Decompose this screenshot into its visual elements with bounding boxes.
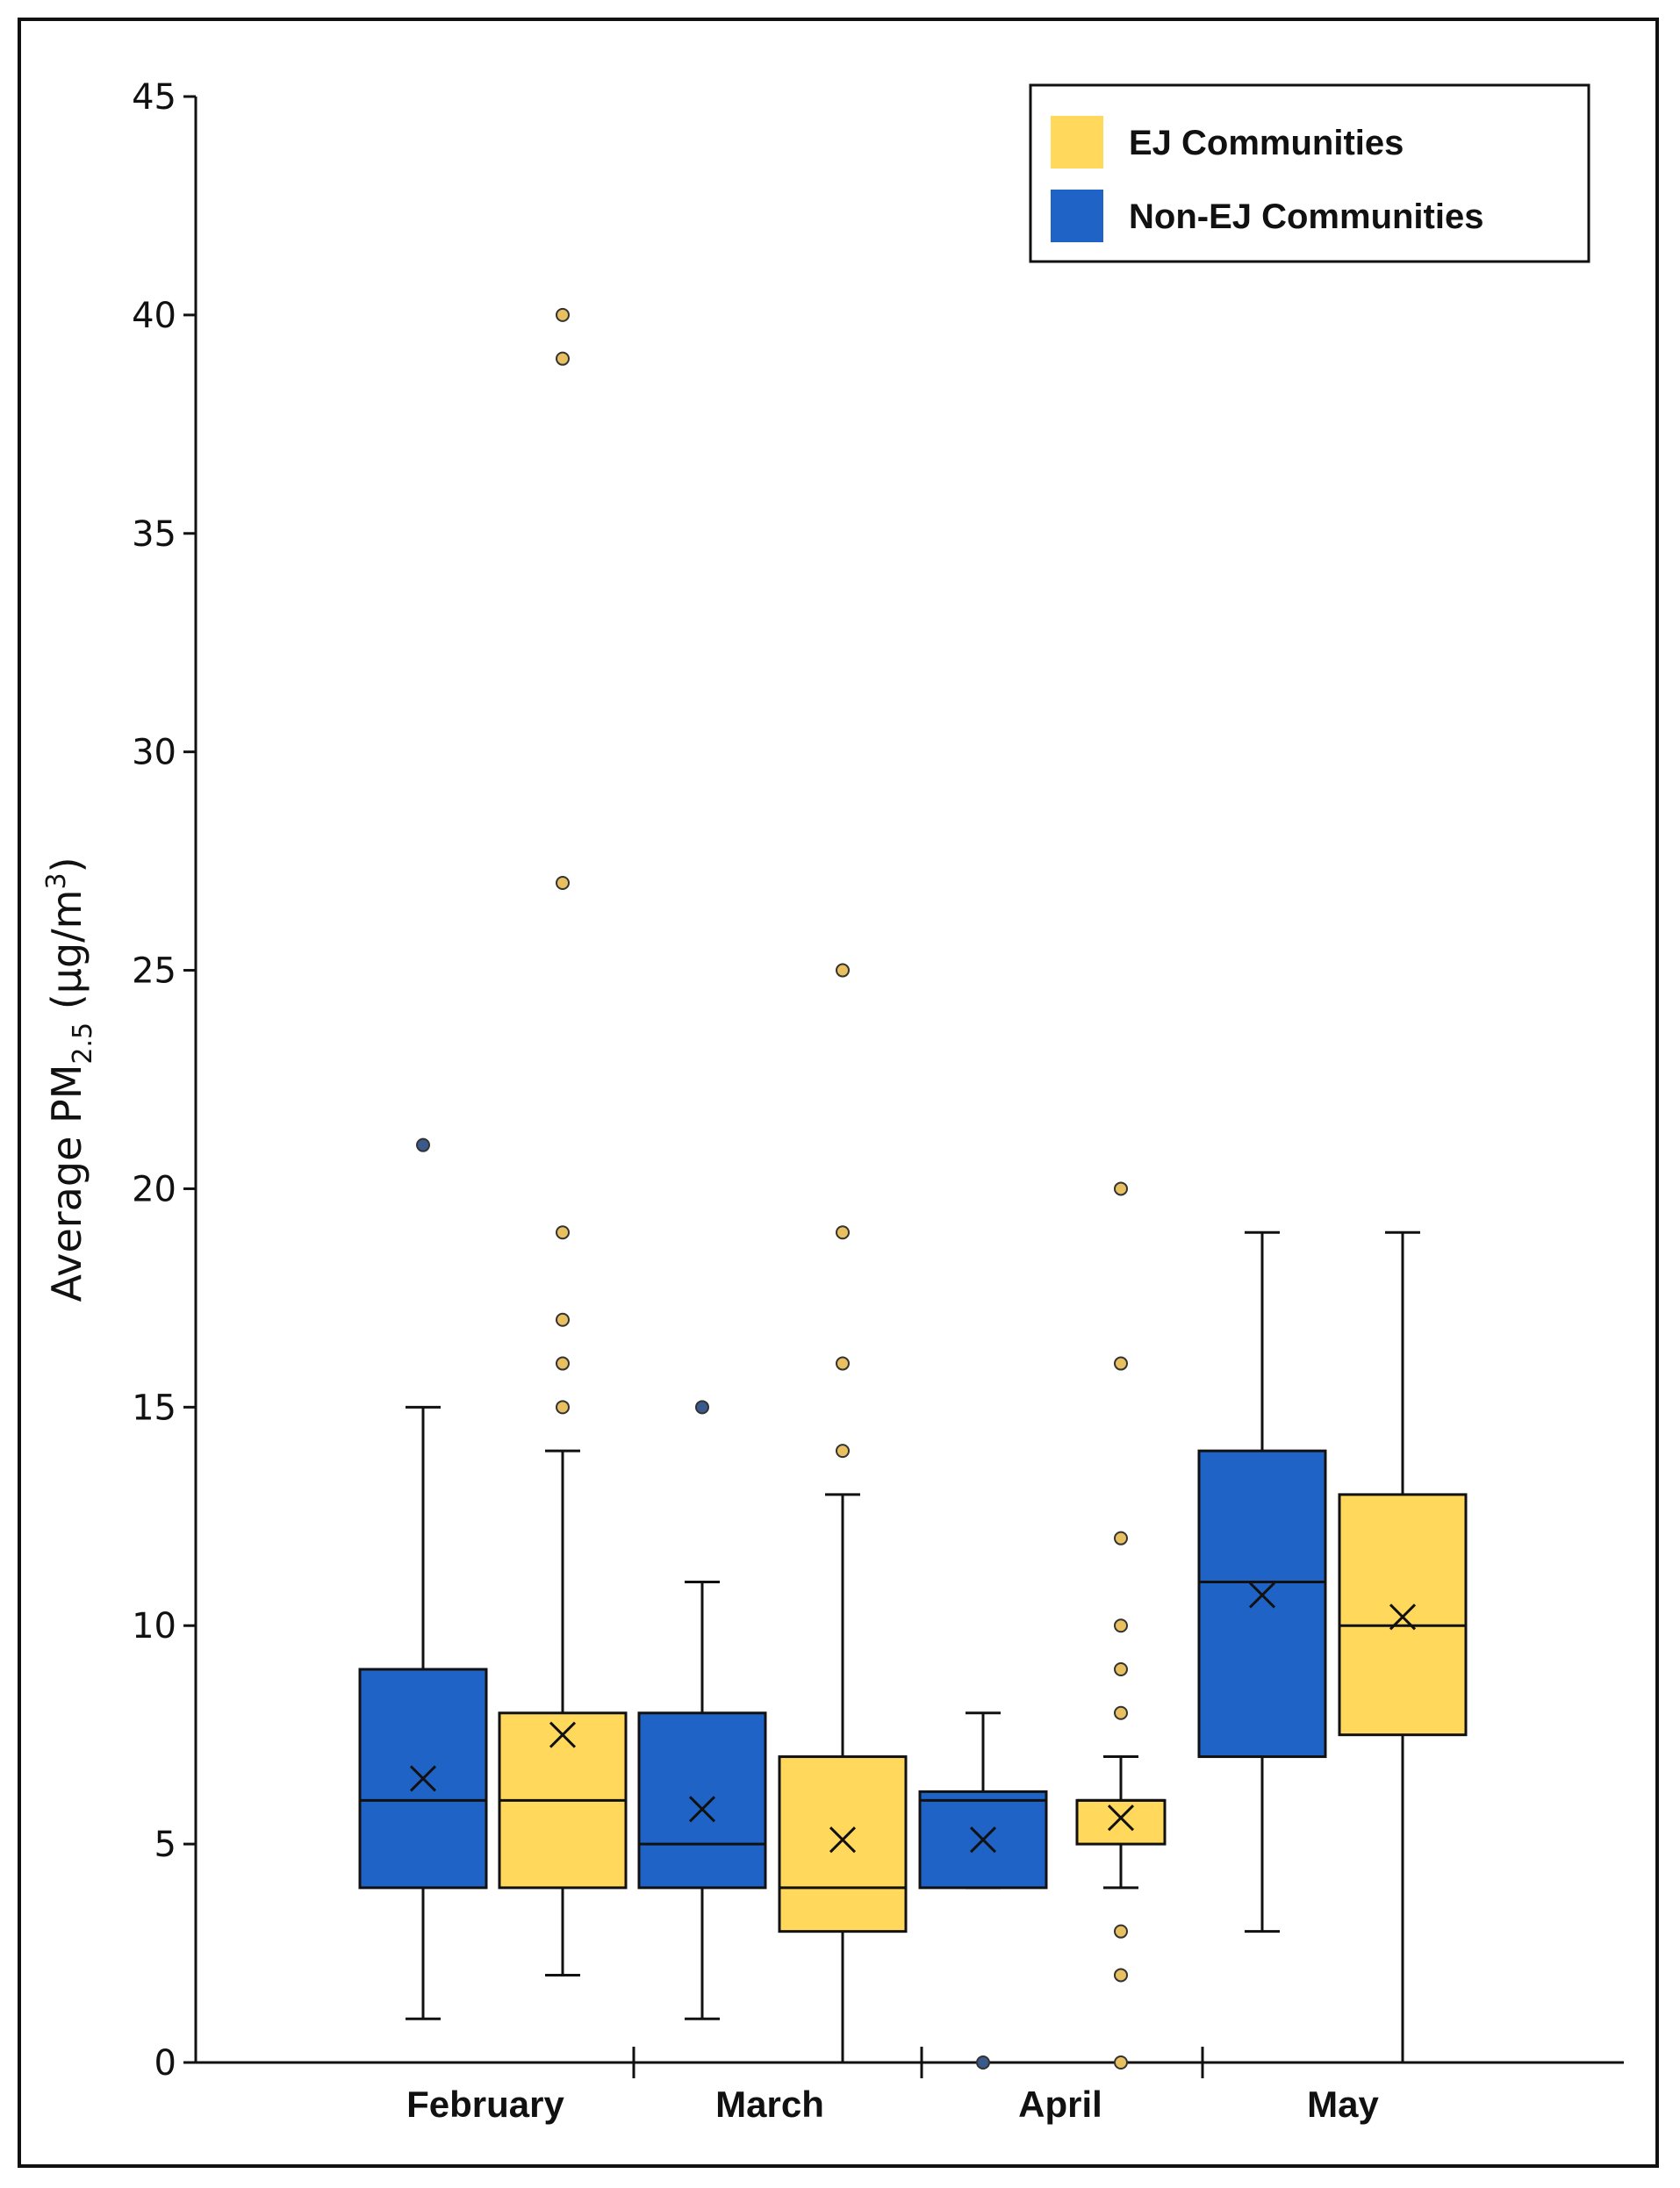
y-tick-label: 25 (132, 951, 176, 992)
mean-marker (1248, 1582, 1276, 1609)
legend-swatch (1051, 116, 1103, 169)
box-non-ej-communities-february (358, 1137, 488, 2020)
legend-box (1029, 83, 1590, 263)
outlier-point (1114, 1181, 1128, 1196)
box-non-ej-communities-march (637, 1400, 767, 2020)
box-iqr (1197, 1449, 1327, 1759)
outlier-point (556, 307, 570, 322)
mean-marker (1389, 1603, 1417, 1631)
chart-frame (18, 18, 1659, 2168)
outlier-point (1114, 1618, 1128, 1633)
box-ej-communities-april (1075, 1181, 1167, 2070)
outlier-point (836, 1444, 850, 1459)
y-tick-label: 45 (132, 77, 176, 118)
box-series (358, 307, 1468, 2070)
outlier-point (1114, 1531, 1128, 1546)
y-axis-label: Average PM2.5 (µg/m3) (41, 857, 98, 1302)
y-tick-label: 0 (154, 2043, 176, 2084)
outlier-point (1114, 1924, 1128, 1939)
mean-marker (549, 1721, 577, 1748)
outlier-point (556, 1225, 570, 1240)
box-iqr (778, 1755, 908, 1933)
y-tick-label: 20 (132, 1169, 176, 1209)
mean-marker (688, 1796, 716, 1823)
outlier-point (556, 876, 570, 890)
outlier-point (1114, 2055, 1128, 2070)
outlier-point (1114, 1705, 1128, 1720)
outlier-point (976, 2055, 990, 2070)
outlier-point (836, 963, 850, 978)
box-non-ej-communities-may (1197, 1230, 1327, 1933)
box-iqr (1075, 1798, 1167, 1846)
box-iqr (1338, 1493, 1468, 1737)
outlier-point (556, 1400, 570, 1415)
outlier-point (1114, 1662, 1128, 1676)
x-category-label: March (715, 2084, 824, 2125)
y-tick-label: 40 (132, 296, 176, 336)
outlier-point (836, 1356, 850, 1371)
box-ej-communities-may (1338, 1230, 1468, 2062)
legend-label: Non-EJ Communities (1129, 197, 1483, 236)
outlier-point (1114, 1356, 1128, 1371)
legend: EJ Communities Non-EJ Communities (1029, 83, 1590, 263)
outlier-point (416, 1137, 430, 1152)
y-tick-label: 10 (132, 1606, 176, 1646)
outlier-point (556, 1312, 570, 1327)
box-iqr (637, 1711, 767, 1890)
y-tick-label: 30 (132, 733, 176, 773)
box-non-ej-communities-april (918, 1711, 1048, 2070)
x-category-label: May (1307, 2084, 1379, 2125)
y-axis: 0 5 10 15 20 25 30 35 40 45 (132, 77, 197, 2084)
outlier-point (1114, 1968, 1128, 1983)
y-tick-label: 15 (132, 1388, 176, 1428)
x-axis: February March April May (196, 2047, 1624, 2125)
outlier-point (556, 1356, 570, 1371)
outlier-point (556, 351, 570, 366)
y-tick-label: 35 (132, 514, 176, 555)
legend-label: EJ Communities (1129, 124, 1404, 162)
mean-marker (969, 1826, 997, 1854)
mean-marker (829, 1826, 857, 1854)
mean-marker (1107, 1804, 1135, 1832)
x-category-label: February (406, 2084, 564, 2125)
box-ej-communities-february (498, 307, 628, 1976)
outlier-point (836, 1225, 850, 1240)
box-ej-communities-march (778, 963, 908, 2062)
y-tick-label: 5 (154, 1825, 176, 1865)
mean-marker (409, 1765, 437, 1792)
legend-swatch (1051, 190, 1103, 242)
outlier-point (695, 1400, 709, 1415)
x-category-label: April (1018, 2084, 1102, 2125)
